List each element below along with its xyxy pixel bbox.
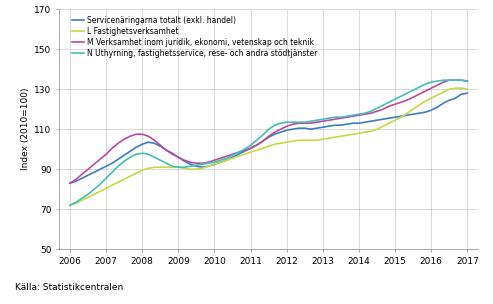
- N Uthyrning, fastighetsservice, rese- och andra stödtjänster: [230, 154, 236, 157]
- N Uthyrning, fastighetsservice, rese- och andra stödtjänster: [127, 155, 133, 159]
- M Verksamhet inom juridik, ekonomi, vetenskap och teknik: [67, 181, 73, 185]
- L Fastighetsverksamhet: [230, 156, 236, 160]
- M Verksamhet inom juridik, ekonomi, vetenskap och teknik: [446, 78, 452, 82]
- M Verksamhet inom juridik, ekonomi, vetenskap och teknik: [115, 141, 121, 145]
- L Fastighetsverksamhet: [127, 174, 133, 178]
- M Verksamhet inom juridik, ekonomi, vetenskap och teknik: [434, 83, 440, 87]
- N Uthyrning, fastighetsservice, rese- och andra stödtjänster: [434, 79, 440, 83]
- Line: N Uthyrning, fastighetsservice, rese- och andra stödtjänster: N Uthyrning, fastighetsservice, rese- oc…: [70, 80, 467, 205]
- N Uthyrning, fastighetsservice, rese- och andra stödtjänster: [67, 203, 73, 207]
- M Verksamhet inom juridik, ekonomi, vetenskap och teknik: [247, 147, 253, 150]
- Servicenäringarna totalt (exkl. handel): [247, 147, 253, 150]
- L Fastighetsverksamhet: [67, 203, 73, 207]
- Y-axis label: Index (2010=100): Index (2010=100): [21, 88, 30, 171]
- M Verksamhet inom juridik, ekonomi, vetenskap och teknik: [368, 111, 374, 115]
- N Uthyrning, fastighetsservice, rese- och andra stödtjänster: [247, 143, 253, 147]
- L Fastighetsverksamhet: [247, 150, 253, 154]
- M Verksamhet inom juridik, ekonomi, vetenskap och teknik: [127, 134, 133, 138]
- N Uthyrning, fastighetsservice, rese- och andra stödtjänster: [115, 164, 121, 168]
- L Fastighetsverksamhet: [434, 93, 440, 97]
- L Fastighetsverksamhet: [368, 130, 374, 133]
- Servicenäringarna totalt (exkl. handel): [230, 155, 236, 159]
- N Uthyrning, fastighetsservice, rese- och andra stödtjänster: [368, 109, 374, 113]
- Legend: Servicenäringarna totalt (exkl. handel), L Fastighetsverksamhet, M Verksamhet in: Servicenäringarna totalt (exkl. handel),…: [71, 15, 318, 59]
- M Verksamhet inom juridik, ekonomi, vetenskap och teknik: [230, 152, 236, 156]
- Servicenäringarna totalt (exkl. handel): [440, 101, 446, 105]
- Line: Servicenäringarna totalt (exkl. handel): Servicenäringarna totalt (exkl. handel): [70, 93, 467, 183]
- Servicenäringarna totalt (exkl. handel): [67, 181, 73, 185]
- Servicenäringarna totalt (exkl. handel): [368, 119, 374, 123]
- Text: Källa: Statistikcentralen: Källa: Statistikcentralen: [15, 283, 123, 292]
- Line: L Fastighetsverksamhet: L Fastighetsverksamhet: [70, 88, 467, 205]
- L Fastighetsverksamhet: [115, 180, 121, 184]
- M Verksamhet inom juridik, ekonomi, vetenskap och teknik: [464, 79, 470, 83]
- Line: M Verksamhet inom juridik, ekonomi, vetenskap och teknik: M Verksamhet inom juridik, ekonomi, vete…: [70, 80, 467, 183]
- Servicenäringarna totalt (exkl. handel): [464, 91, 470, 95]
- L Fastighetsverksamhet: [453, 86, 458, 90]
- L Fastighetsverksamhet: [464, 87, 470, 91]
- N Uthyrning, fastighetsservice, rese- och andra stödtjänster: [464, 79, 470, 83]
- Servicenäringarna totalt (exkl. handel): [157, 144, 163, 148]
- Servicenäringarna totalt (exkl. handel): [127, 149, 133, 153]
- N Uthyrning, fastighetsservice, rese- och andra stödtjänster: [440, 78, 446, 82]
